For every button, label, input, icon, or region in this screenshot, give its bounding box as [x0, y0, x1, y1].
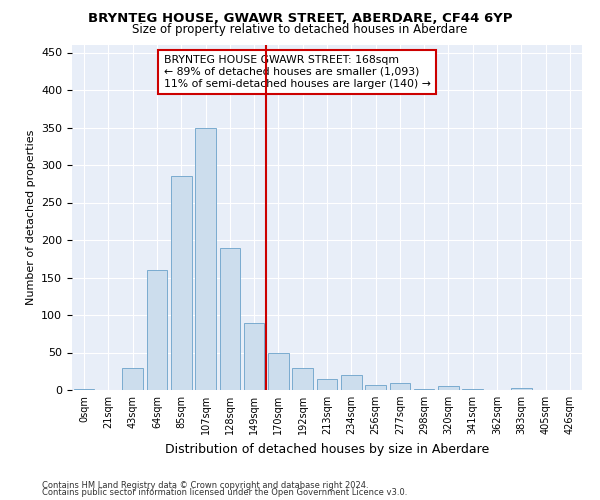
Bar — [463, 388, 483, 390]
Y-axis label: Number of detached properties: Number of detached properties — [26, 130, 35, 305]
Bar — [220, 248, 240, 390]
Bar — [365, 385, 386, 390]
X-axis label: Distribution of detached houses by size in Aberdare: Distribution of detached houses by size … — [165, 442, 489, 456]
Bar — [389, 382, 410, 390]
Bar — [244, 322, 265, 390]
Bar — [341, 375, 362, 390]
Bar — [414, 388, 434, 390]
Text: Contains public sector information licensed under the Open Government Licence v3: Contains public sector information licen… — [42, 488, 407, 497]
Text: Size of property relative to detached houses in Aberdare: Size of property relative to detached ho… — [133, 22, 467, 36]
Text: BRYNTEG HOUSE, GWAWR STREET, ABERDARE, CF44 6YP: BRYNTEG HOUSE, GWAWR STREET, ABERDARE, C… — [88, 12, 512, 26]
Bar — [511, 388, 532, 390]
Text: Contains HM Land Registry data © Crown copyright and database right 2024.: Contains HM Land Registry data © Crown c… — [42, 480, 368, 490]
Bar — [74, 388, 94, 390]
Bar — [171, 176, 191, 390]
Bar — [317, 379, 337, 390]
Bar — [122, 368, 143, 390]
Bar — [195, 128, 216, 390]
Text: BRYNTEG HOUSE GWAWR STREET: 168sqm
← 89% of detached houses are smaller (1,093)
: BRYNTEG HOUSE GWAWR STREET: 168sqm ← 89%… — [164, 56, 431, 88]
Bar — [268, 352, 289, 390]
Bar — [438, 386, 459, 390]
Bar — [292, 368, 313, 390]
Bar — [146, 270, 167, 390]
